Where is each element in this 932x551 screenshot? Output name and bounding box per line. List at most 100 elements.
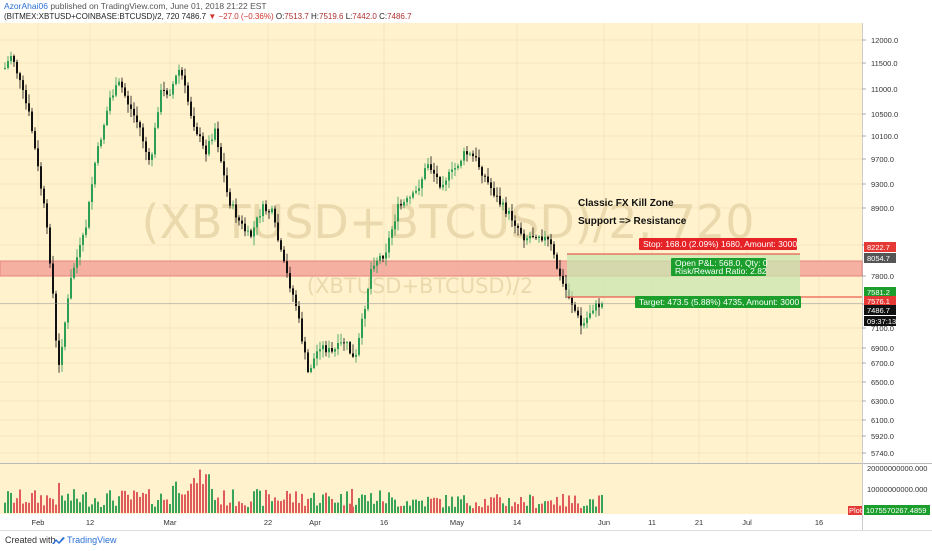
volume-bar [544, 501, 546, 513]
target-box[interactable]: Target: 473.5 (5.88%) 4735, Amount: 3000 [635, 296, 801, 308]
volume-bar [400, 506, 402, 513]
candle-body [457, 165, 459, 169]
candle-body [292, 288, 294, 295]
close-value: 7486.7 [387, 12, 412, 21]
volume-bar [448, 506, 450, 513]
candle-body [235, 204, 237, 218]
candle-body [79, 245, 81, 258]
volume-bar [508, 497, 510, 513]
candle-body [319, 349, 321, 352]
candle-body [229, 192, 231, 206]
candle-body [190, 101, 192, 116]
volume-bar [445, 494, 447, 513]
volume-bar [562, 493, 564, 513]
volume-bar [523, 502, 525, 513]
candle-body [598, 303, 600, 308]
volume-bar [151, 503, 153, 513]
volume-bar [58, 483, 60, 513]
candle-body [193, 115, 195, 127]
candle-body [349, 342, 351, 354]
annotation-subtitle[interactable]: Support => Resistance [578, 216, 687, 227]
volume-bar [208, 474, 210, 513]
candle-body [31, 111, 33, 132]
volume-bar [124, 490, 126, 513]
candle-body [217, 128, 219, 148]
candle-body [571, 297, 573, 305]
candle-body [427, 164, 429, 169]
candle-body [223, 161, 225, 176]
volume-bar [205, 475, 207, 513]
volume-bar [46, 495, 48, 513]
volume-bar [292, 502, 294, 513]
x-axis-label: Apr [309, 518, 321, 527]
candle-body [337, 342, 339, 350]
volume-bar [334, 502, 336, 513]
volume-bar [478, 506, 480, 513]
footer-brand-link[interactable]: TradingView [67, 535, 117, 545]
open-pl-label: Open P&L: 568.0, Qty: 0 [675, 258, 768, 268]
volume-bar [583, 506, 585, 513]
volume-bar [136, 492, 138, 513]
x-axis-label: Mar [164, 518, 177, 527]
candle-body [151, 154, 153, 160]
candle-body [370, 269, 372, 289]
candle-body [448, 171, 450, 181]
candle-body [241, 220, 243, 224]
volume-bar [358, 498, 360, 513]
author-link[interactable]: AzorAhai06 [4, 1, 48, 11]
candle-body [406, 197, 408, 203]
time-axis[interactable]: Feb 12 Mar 22 Apr 16 May 14 Jun 11 21 Jul 16 [0, 514, 862, 530]
price-chart[interactable]: (XBTUSD+BTCUSD)/2, 720 (XBTUSD+BTCUSD)/2… [0, 23, 932, 530]
annotation-title[interactable]: Classic FX Kill Zone [578, 198, 674, 209]
candle-body [520, 227, 522, 234]
volume-bar [253, 491, 255, 513]
x-axis-label: Feb [32, 518, 45, 527]
volume-bar [469, 505, 471, 513]
volume-bar [421, 500, 423, 513]
volume-bar [76, 498, 78, 513]
volume-bar [376, 500, 378, 513]
candle-body [286, 261, 288, 274]
volume-bar [190, 483, 192, 513]
price-change: ▼ −27.0 (−0.36%) [208, 12, 274, 21]
candle-body [559, 268, 561, 276]
volume-axis-label: 20000000000.000 [867, 464, 927, 473]
volume-bar [7, 491, 9, 513]
open-pl-box[interactable]: Open P&L: 568.0, Qty: 0 Risk/Reward Rati… [671, 258, 768, 276]
volume-bar [274, 497, 276, 513]
candle-body [13, 55, 15, 62]
risk-reward-label: Risk/Reward Ratio: 2.82 [675, 266, 767, 276]
volume-bar [391, 497, 393, 513]
candle-body [400, 203, 402, 206]
volume-bar [226, 505, 228, 513]
candle-body [379, 255, 381, 261]
volume-bar [10, 492, 12, 513]
stop-label: Stop: 168.0 (2.09%) 1680, Amount: 3000 [643, 239, 797, 249]
candle-body [262, 204, 264, 217]
volume-bar [277, 500, 279, 513]
y-axis-label: 9700.0 [871, 155, 894, 164]
candle-body [325, 345, 327, 353]
y-axis-label: 9300.0 [871, 180, 894, 189]
volume-bar [118, 496, 120, 513]
candle-body [52, 263, 54, 294]
candle-body [595, 303, 597, 311]
candle-body [301, 318, 303, 342]
volume-bar [538, 503, 540, 513]
candle-body [463, 151, 465, 161]
volume-bar [49, 498, 51, 513]
volume-bar [142, 492, 144, 513]
candle-body [34, 131, 36, 149]
symbol-name[interactable]: (BITMEX:XBTUSD+COINBASE:BTCUSD)/2, 720 [4, 12, 180, 21]
volume-bar [232, 489, 234, 513]
volume-value-tag: 1075570267.4859 [864, 505, 930, 515]
volume-bar [481, 507, 483, 513]
volume-bar [67, 493, 69, 513]
candle-body [433, 169, 435, 174]
volume-bar [529, 494, 531, 513]
candle-body [85, 227, 87, 235]
stop-box[interactable]: Stop: 168.0 (2.09%) 1680, Amount: 3000 [639, 238, 797, 250]
volume-bar [112, 500, 114, 513]
volume-bar [535, 507, 537, 513]
candle-body [499, 195, 501, 205]
